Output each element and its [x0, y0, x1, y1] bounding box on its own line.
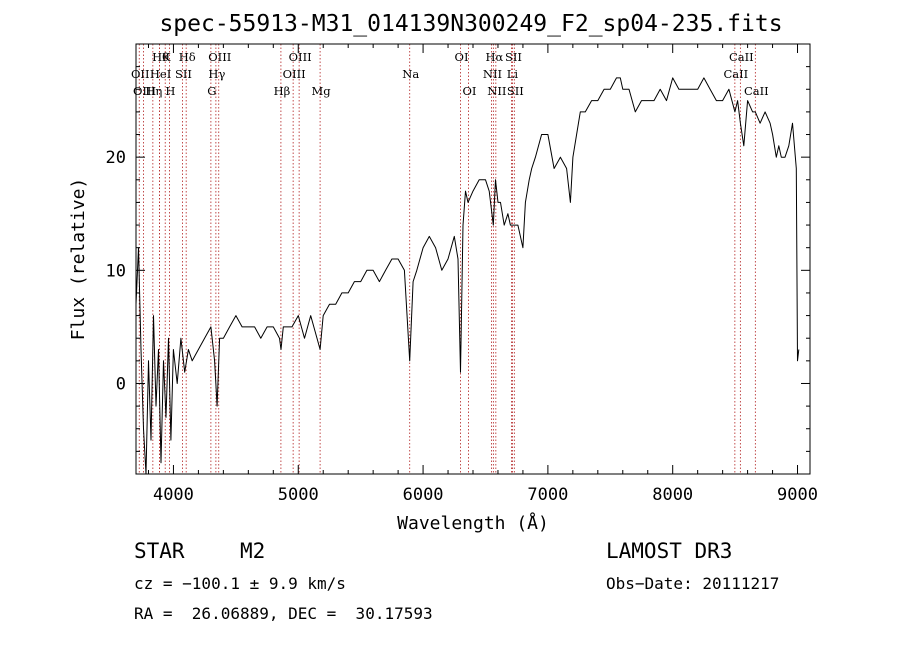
line-marker-label: OIII — [283, 67, 306, 81]
line-marker-label: Hη — [145, 84, 162, 98]
x-tick-label: 8000 — [652, 485, 693, 505]
x-tick-label: 4000 — [153, 485, 194, 505]
line-marker-label: Li — [507, 67, 519, 81]
x-axis-ticks: 4000 5000 6000 7000 8000 9000 — [147, 44, 818, 505]
x-tick-label: 9000 — [777, 485, 818, 505]
y-axis-label: Flux (relative) — [68, 178, 89, 341]
coordinates: RA = 26.06889, DEC = 30.17593 — [134, 604, 433, 623]
survey-name: LAMOST DR3 — [606, 539, 732, 563]
line-marker-label: G — [207, 84, 216, 98]
object-type: STAR — [134, 539, 185, 563]
line-marker-label: CaII — [744, 84, 769, 98]
line-marker-label: Hθ — [152, 50, 169, 64]
object-subclass: M2 — [240, 539, 265, 563]
line-marker-label: SII — [175, 67, 192, 81]
line-marker-label: Hγ — [208, 67, 225, 81]
line-marker-label: SII — [505, 50, 522, 64]
y-tick-label: 0 — [116, 374, 126, 394]
spectrum-line — [135, 77, 800, 475]
line-marker-label: OII — [131, 67, 150, 81]
x-tick-label: 5000 — [278, 485, 319, 505]
line-marker-label: Hα — [485, 50, 503, 64]
line-marker-label: Mg — [312, 84, 332, 98]
line-marker-label: Hβ — [274, 84, 291, 98]
x-tick-label: 6000 — [403, 485, 444, 505]
x-tick-label: 7000 — [527, 485, 568, 505]
line-marker-label: Na — [402, 67, 419, 81]
observation-date: Obs−Date: 20111217 — [606, 574, 779, 593]
spectrum-layer — [135, 77, 800, 475]
line-marker-label: Hδ — [179, 50, 196, 64]
line-marker-labels: OIIOIIIHηHθHeIKHSIIHδGHγOIIIHβOIIIOIIIMg… — [131, 50, 769, 98]
line-marker-label: HeI — [150, 67, 171, 81]
line-marker-label: SII — [507, 84, 524, 98]
plot-frame — [135, 43, 811, 475]
y-tick-label: 10 — [106, 261, 126, 281]
line-marker-label: OIII — [133, 84, 156, 98]
y-tick-label: 20 — [106, 148, 126, 168]
y-axis-ticks: 0 10 20 — [106, 66, 810, 452]
line-marker-label: H — [165, 84, 175, 98]
line-marker-label: K — [162, 50, 171, 64]
redshift-value: cz = −100.1 ± 9.9 km/s — [134, 574, 346, 593]
line-marker-label: CaII — [729, 50, 754, 64]
line-markers — [138, 44, 756, 474]
chart-title: spec-55913-M31_014139N300249_F2_sp04-235… — [159, 11, 782, 37]
line-marker-label: NII — [483, 67, 502, 81]
line-marker-label: CaII — [723, 67, 748, 81]
x-axis-label: Wavelength (Å) — [397, 512, 549, 534]
line-marker-label: NII — [487, 84, 506, 98]
line-marker-label: OI — [455, 50, 469, 64]
line-marker-label: OIII — [208, 50, 231, 64]
line-marker-label: OI — [463, 84, 477, 98]
line-marker-label: OIII — [289, 50, 312, 64]
